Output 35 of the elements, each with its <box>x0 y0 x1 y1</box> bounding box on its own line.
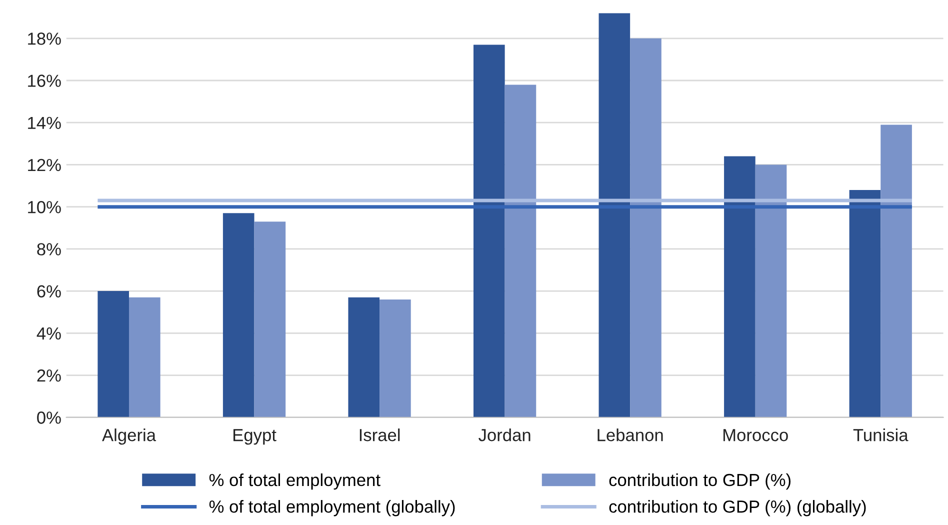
x-tick-label: Egypt <box>233 429 276 445</box>
bar <box>724 156 756 418</box>
bar <box>222 213 254 418</box>
bar <box>630 38 662 418</box>
bar <box>348 297 380 418</box>
y-tick-label: 6% <box>37 285 61 298</box>
x-tick-label: Algeria <box>102 428 156 445</box>
legend-label: contribution to GDP (%) (globally) <box>609 500 866 516</box>
bar <box>849 190 881 418</box>
y-tick-label: 12% <box>28 158 61 172</box>
x-tick-label: Jordan <box>478 428 530 442</box>
bar <box>755 164 787 418</box>
bar <box>473 44 505 418</box>
y-tick-label: 0% <box>37 412 61 424</box>
legend-label: contribution to GDP (%) <box>609 473 790 490</box>
y-tick-label: 16% <box>28 74 61 87</box>
y-tick-label: 2% <box>37 369 61 382</box>
legend-label: % of total employment <box>209 473 380 490</box>
y-tick-label: 10% <box>28 200 61 214</box>
y-tick-label: 14% <box>28 116 61 130</box>
bar <box>380 299 411 418</box>
x-tick-label: Israel <box>360 428 400 442</box>
x-tick-label: Tunisia <box>853 428 908 442</box>
bar <box>254 222 286 418</box>
bar <box>128 297 160 418</box>
bar <box>598 13 630 418</box>
y-tick-label: 4% <box>36 327 61 340</box>
y-tick-label: 18% <box>28 32 61 45</box>
legend-label: % of total employment (globally) <box>209 500 455 516</box>
bar <box>504 84 536 418</box>
y-tick-label: 8% <box>37 243 61 256</box>
x-tick-label: Morocco <box>723 429 788 442</box>
x-tick-label: Lebanon <box>598 428 663 442</box>
bar <box>880 124 912 418</box>
bar <box>98 291 129 418</box>
